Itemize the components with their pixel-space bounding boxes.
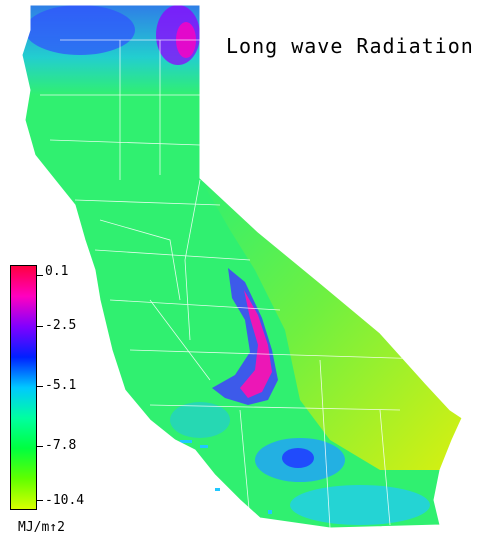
legend-tick-3 <box>37 386 43 387</box>
legend-label-4: -7.8 <box>45 438 77 453</box>
legend-units: MJ/m↑2 <box>18 520 65 535</box>
san-diego-region <box>290 485 430 525</box>
legend-tick-2 <box>37 326 43 327</box>
legend-label-max: 0.1 <box>45 264 69 279</box>
central-coast-region <box>170 402 230 438</box>
legend-label-2: -2.5 <box>45 318 77 333</box>
legend-label-min: -10.4 <box>45 493 85 508</box>
legend-tick-1 <box>37 275 43 276</box>
state-boundary <box>21 4 463 529</box>
channel-islands <box>180 440 272 514</box>
sierra-high-peaks <box>240 290 272 398</box>
county-boundaries <box>40 39 461 528</box>
la-basin-core <box>282 448 314 468</box>
state-fill <box>22 5 462 528</box>
legend-tick-4 <box>37 446 43 447</box>
legend-colorbar <box>10 265 37 510</box>
shasta-region <box>25 5 135 55</box>
eastern-desert-region <box>200 178 462 470</box>
legend-tick-5 <box>37 500 43 501</box>
legend-label-3: -5.1 <box>45 378 77 393</box>
map-title: Long wave Radiation <box>226 34 474 58</box>
